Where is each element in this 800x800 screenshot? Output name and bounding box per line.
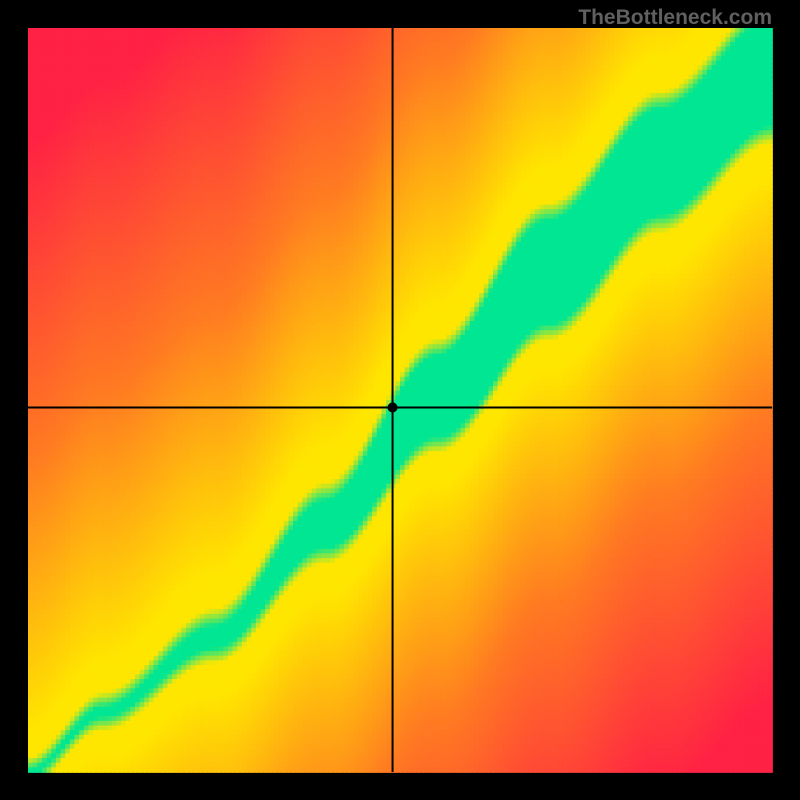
watermark-text: TheBottleneck.com [578, 6, 772, 30]
bottleneck-heatmap [0, 0, 800, 800]
